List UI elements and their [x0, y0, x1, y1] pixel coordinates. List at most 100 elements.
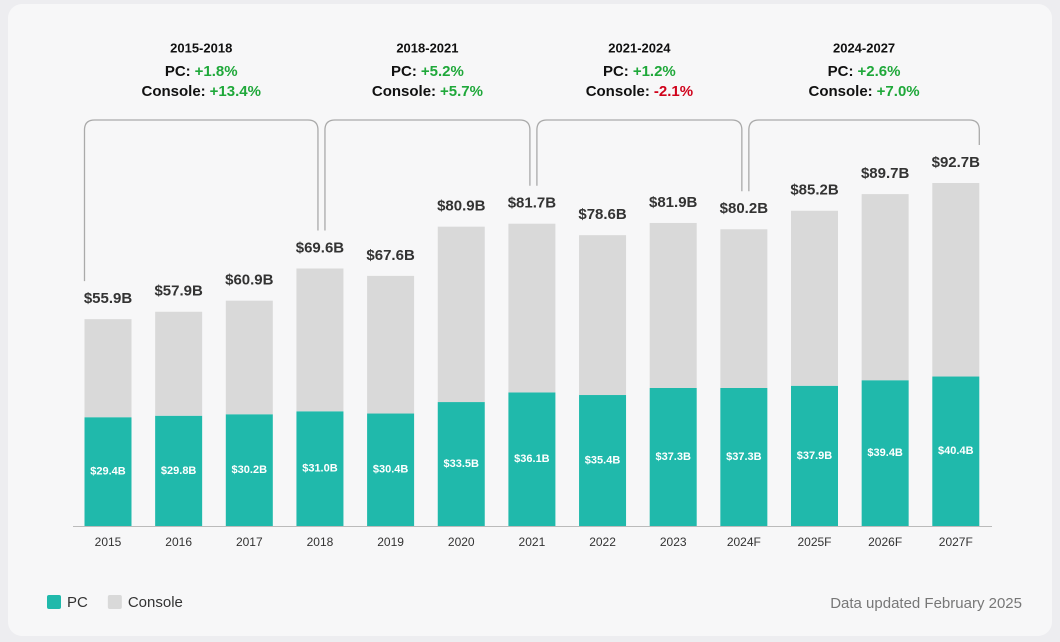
- period-label: 2024-2027: [833, 40, 895, 55]
- x-tick-label: 2017: [236, 535, 263, 549]
- x-tick-label: 2015: [95, 535, 122, 549]
- bar-segment: [579, 235, 627, 396]
- value-label: $37.9B: [797, 450, 833, 462]
- value-label: $30.2B: [232, 464, 268, 476]
- period-growth: Console: +13.4%: [141, 83, 260, 100]
- bar-segment: [932, 376, 980, 526]
- bar-segment: [720, 229, 768, 388]
- x-tick-label: 2022: [589, 535, 616, 549]
- bar-segment: [84, 417, 132, 526]
- value-label: $37.3B: [726, 451, 762, 463]
- bar-segment: [367, 275, 415, 414]
- value-label: $40.4B: [938, 445, 974, 457]
- bar-segment: [861, 380, 909, 526]
- legend-swatch: [107, 595, 122, 609]
- total-label: $78.6B: [578, 206, 627, 223]
- period-label: 2015-2018: [170, 40, 232, 55]
- bar-segment: [649, 222, 697, 388]
- bar-segment: [225, 300, 273, 415]
- period-bracket: [83, 119, 319, 282]
- total-label: $89.7B: [861, 165, 910, 182]
- period-bracket: [536, 119, 743, 192]
- growth-label: PC:: [828, 63, 854, 80]
- x-tick-label: 2023: [660, 535, 687, 549]
- growth-value: +5.2%: [421, 63, 464, 80]
- bar-segment: [649, 387, 697, 526]
- bar-segment: [437, 226, 485, 403]
- total-label: $85.2B: [790, 182, 839, 199]
- value-label: $29.8B: [161, 465, 197, 477]
- value-label: $36.1B: [514, 453, 550, 465]
- bar-segment: [84, 319, 132, 418]
- period-label: 2018-2021: [396, 40, 458, 55]
- x-tick-label: 2021: [519, 535, 546, 549]
- footnote: Data updated February 2025: [830, 595, 1022, 612]
- legend-swatch: [47, 595, 61, 609]
- growth-label: PC:: [165, 63, 191, 80]
- x-tick-label: 2025F: [797, 535, 831, 549]
- x-tick-label: 2018: [307, 535, 334, 549]
- value-label: $31.0B: [302, 463, 338, 475]
- period-bracket: [324, 119, 531, 231]
- x-tick-label: 2020: [448, 535, 475, 549]
- period-label: 2021-2024: [608, 40, 671, 55]
- legend-label: Console: [128, 594, 183, 611]
- growth-label: Console:: [586, 83, 650, 100]
- bar-segment: [296, 411, 344, 526]
- bar-segment: [791, 210, 838, 386]
- bar-segment: [579, 395, 627, 526]
- growth-label: PC:: [603, 63, 629, 80]
- period-growth: Console: +7.0%: [809, 83, 920, 100]
- period-growth: Console: +5.7%: [372, 83, 483, 100]
- bar-segment: [155, 415, 203, 526]
- value-label: $29.4B: [90, 466, 126, 478]
- growth-value: +2.6%: [858, 63, 901, 80]
- total-label: $92.7B: [932, 154, 981, 171]
- growth-label: PC:: [391, 63, 417, 80]
- bar-segment: [367, 413, 415, 526]
- total-label: $81.9B: [649, 194, 698, 211]
- period-growth: PC: +1.8%: [165, 63, 238, 80]
- total-label: $60.9B: [225, 272, 274, 289]
- value-label: $33.5B: [444, 458, 480, 470]
- bar-segment: [932, 183, 980, 377]
- x-tick-label: 2027F: [939, 535, 973, 549]
- value-label: $37.3B: [655, 451, 691, 463]
- bar-segment: [508, 223, 556, 393]
- bar-segment: [155, 311, 203, 416]
- growth-value: +7.0%: [877, 83, 920, 100]
- x-tick-label: 2019: [377, 535, 404, 549]
- legend-label: PC: [67, 594, 88, 611]
- period-growth: PC: +5.2%: [391, 63, 464, 80]
- growth-value: +1.2%: [633, 63, 676, 80]
- bar-segment: [437, 402, 485, 526]
- bar-segment: [720, 387, 768, 526]
- bar-segment: [225, 414, 273, 526]
- bar-segment: [296, 268, 344, 412]
- growth-value: +1.8%: [195, 63, 238, 80]
- total-label: $80.9B: [437, 198, 486, 215]
- x-tick-label: 2024F: [727, 535, 761, 549]
- total-label: $80.2B: [720, 200, 769, 217]
- value-label: $30.4B: [373, 464, 409, 476]
- growth-label: Console:: [809, 83, 873, 100]
- total-label: $67.6B: [366, 247, 415, 264]
- growth-value: -2.1%: [654, 83, 693, 100]
- total-label: $57.9B: [154, 283, 203, 300]
- growth-value: +5.7%: [440, 83, 483, 100]
- x-tick-label: 2026F: [868, 535, 902, 549]
- period-growth: Console: -2.1%: [586, 83, 693, 100]
- total-label: $81.7B: [508, 195, 557, 212]
- growth-label: Console:: [372, 83, 436, 100]
- growth-label: Console:: [141, 83, 205, 100]
- value-label: $39.4B: [867, 447, 903, 459]
- bar-segment: [861, 194, 909, 381]
- value-label: $35.4B: [585, 454, 621, 466]
- total-label: $55.9B: [84, 290, 133, 307]
- bar-segment: [791, 385, 838, 526]
- period-growth: PC: +1.2%: [603, 63, 676, 80]
- period-bracket: [748, 119, 980, 192]
- growth-value: +13.4%: [210, 83, 261, 100]
